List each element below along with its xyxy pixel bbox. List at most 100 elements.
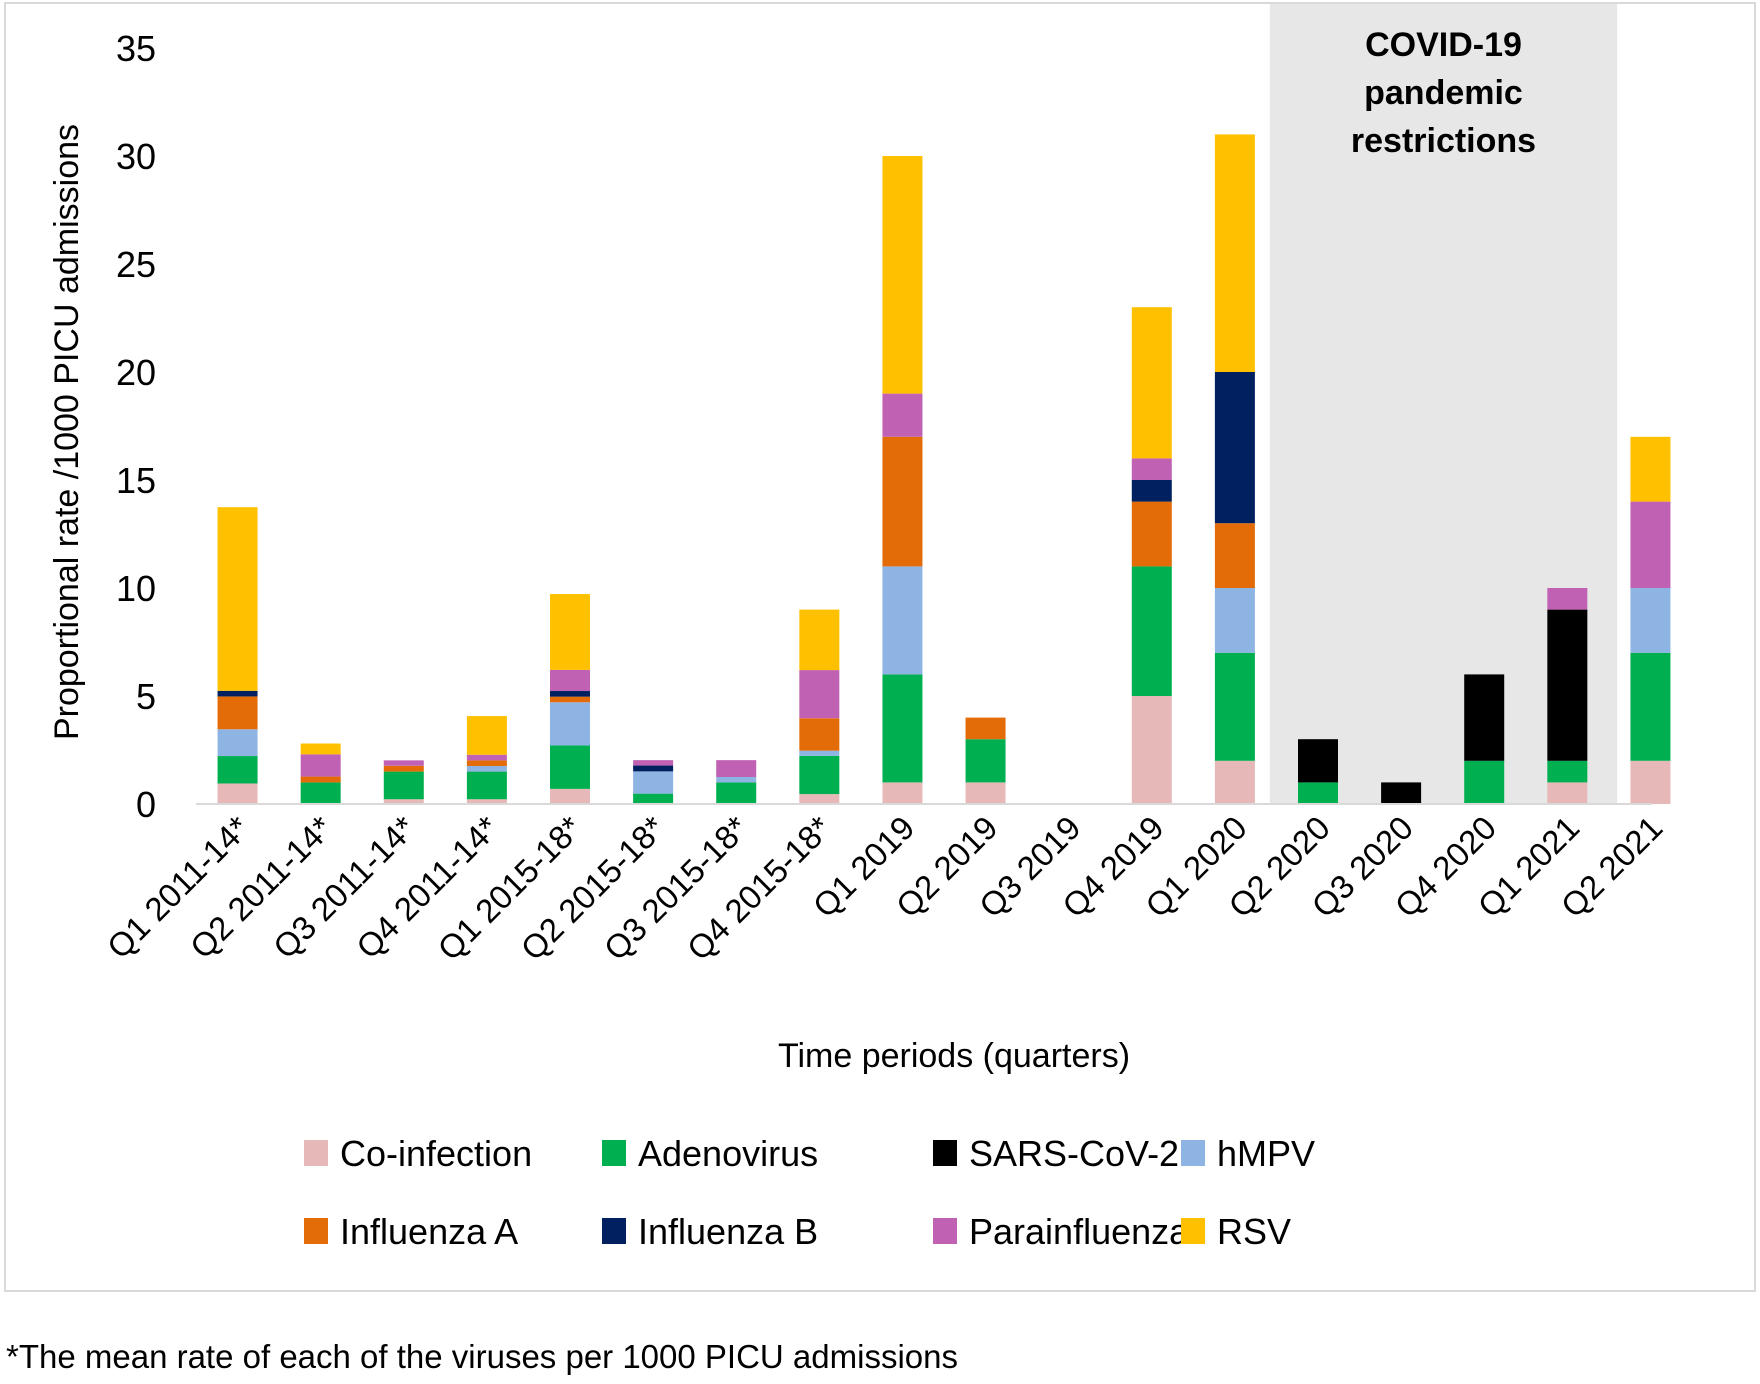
bar-segment-adenovirus (550, 745, 590, 789)
bar-segment-parainfluenza (799, 670, 840, 719)
bar-segment-adenovirus (383, 771, 424, 800)
bar-segment-rsv (217, 507, 258, 691)
bar-segment-hmpv (550, 702, 590, 746)
bar-segment-parainfluenza (1131, 458, 1172, 480)
x-tick-label: Q1 2015-18* (430, 809, 589, 968)
legend-label: Influenza A (340, 1211, 518, 1252)
bar-stack (965, 717, 1006, 804)
bar-segment-influenza-a (1214, 523, 1255, 588)
bar-segment-influenza-a (965, 717, 1006, 740)
bar-stack (1214, 134, 1255, 804)
footnote: *The mean rate of each of the viruses pe… (6, 1338, 958, 1375)
chart-frame: COVID-19 pandemic restrictions 0 5 10 15 20 25 3… (4, 2, 1756, 1292)
bar-segment-co-infection (1630, 760, 1671, 804)
bar-stack (1381, 782, 1422, 804)
legend-label: Influenza B (638, 1211, 818, 1252)
bar-segment-influenza-a (217, 696, 258, 730)
bar-segment-influenza-b (1131, 480, 1172, 502)
bar-stack (1464, 674, 1505, 804)
legend-label: SARS-CoV-2 (969, 1133, 1179, 1174)
bar-stack (1298, 739, 1338, 804)
bar-segment-co-infection (1214, 760, 1255, 804)
legend-swatch (304, 1140, 328, 1166)
bar-segment-influenza-b (633, 765, 674, 772)
bar-segment-hmpv (1214, 588, 1255, 653)
legend-label: Adenovirus (638, 1133, 818, 1174)
legend-swatch (602, 1140, 626, 1166)
legend-swatch (1181, 1140, 1205, 1166)
x-tick-label: Q4 2015-18* (680, 809, 839, 968)
legend-item: Parainfluenza (933, 1211, 1190, 1252)
bar-segment-hmpv (716, 777, 757, 783)
bar-stack (799, 609, 840, 804)
bar-segment-adenovirus (633, 793, 674, 804)
legend-item: SARS-CoV-2 (933, 1133, 1179, 1174)
bar-segment-adenovirus (1464, 760, 1505, 804)
x-tick-label: Q3 2015-18* (597, 809, 756, 968)
bar-segment-adenovirus (1298, 782, 1338, 804)
bar-segment-co-infection (550, 788, 590, 804)
legend-label: Parainfluenza (969, 1211, 1190, 1252)
legend-label: Co-infection (340, 1133, 532, 1174)
covid-annotation-line: pandemic (1364, 74, 1523, 112)
legend-swatch (304, 1218, 328, 1244)
bar-segment-influenza-a (1131, 501, 1172, 567)
y-tick-label: 10 (116, 568, 156, 609)
bar-segment-sars-cov-2 (1464, 674, 1505, 761)
bar-segment-rsv (550, 594, 590, 670)
legend-swatch (602, 1218, 626, 1244)
bar-stack (1630, 436, 1671, 804)
bar-segment-influenza-a (383, 765, 424, 772)
x-tick-label: Q1 2011-14* (100, 809, 257, 966)
bar-segment-adenovirus (1547, 760, 1588, 783)
bar-segment-hmpv (466, 765, 507, 772)
bar-segment-co-infection (799, 794, 840, 804)
bar-stack (882, 156, 923, 804)
bar-segment-parainfluenza (300, 754, 341, 777)
bar-segment-influenza-a (300, 776, 341, 783)
bar-segment-sars-cov-2 (1298, 739, 1338, 783)
legend-item: Influenza A (304, 1211, 518, 1252)
y-tick-label: 0 (136, 784, 156, 825)
legend-label: RSV (1217, 1211, 1291, 1252)
bar-stack (300, 743, 341, 804)
stacked-bar-chart: COVID-19 pandemic restrictions 0 5 10 15 20 25 3… (48, 4, 1671, 1252)
bar-segment-adenovirus (1131, 566, 1172, 696)
bar-segment-influenza-a (550, 696, 590, 703)
y-tick-label: 25 (116, 244, 156, 285)
bar-segment-co-infection (965, 782, 1006, 804)
bar-segment-parainfluenza (1547, 588, 1588, 610)
legend-swatch (933, 1218, 957, 1244)
legend-label: hMPV (1217, 1133, 1315, 1174)
bar-segment-influenza-a (882, 436, 923, 567)
y-tick-label: 30 (116, 136, 156, 177)
y-axis-title: Proportional rate /1000 PICU admissions (48, 124, 86, 740)
bar-segment-co-infection (1131, 696, 1172, 804)
bar-stack (716, 760, 757, 804)
bar-segment-co-infection (882, 782, 923, 804)
bar-segment-co-infection (466, 799, 507, 804)
bar-segment-parainfluenza (882, 393, 923, 437)
y-tick-label: 20 (116, 352, 156, 393)
bar-segment-adenovirus (965, 739, 1006, 783)
bar-segment-parainfluenza (633, 760, 674, 766)
bar-segment-adenovirus (1630, 652, 1671, 761)
bar-segment-rsv (882, 156, 923, 394)
bar-segment-adenovirus (1214, 652, 1255, 761)
bar-segment-rsv (1131, 307, 1172, 459)
legend-swatch (933, 1140, 957, 1166)
bar-segment-co-infection (1547, 782, 1588, 804)
y-tick-label: 5 (136, 676, 156, 717)
bar-stack (466, 716, 507, 804)
bar-stack (1547, 588, 1588, 804)
bar-segment-adenovirus (217, 756, 258, 784)
bar-segment-parainfluenza (1630, 501, 1671, 588)
x-tick-label: Q2 2015-18* (514, 809, 673, 968)
bar-segment-rsv (1630, 436, 1671, 502)
bar-stack (1131, 307, 1172, 804)
bar-segment-influenza-b (550, 691, 590, 697)
bar-stack (633, 760, 674, 804)
bar-segment-adenovirus (716, 782, 757, 804)
covid-annotation-line: restrictions (1351, 122, 1536, 160)
legend-item: Adenovirus (602, 1133, 818, 1174)
